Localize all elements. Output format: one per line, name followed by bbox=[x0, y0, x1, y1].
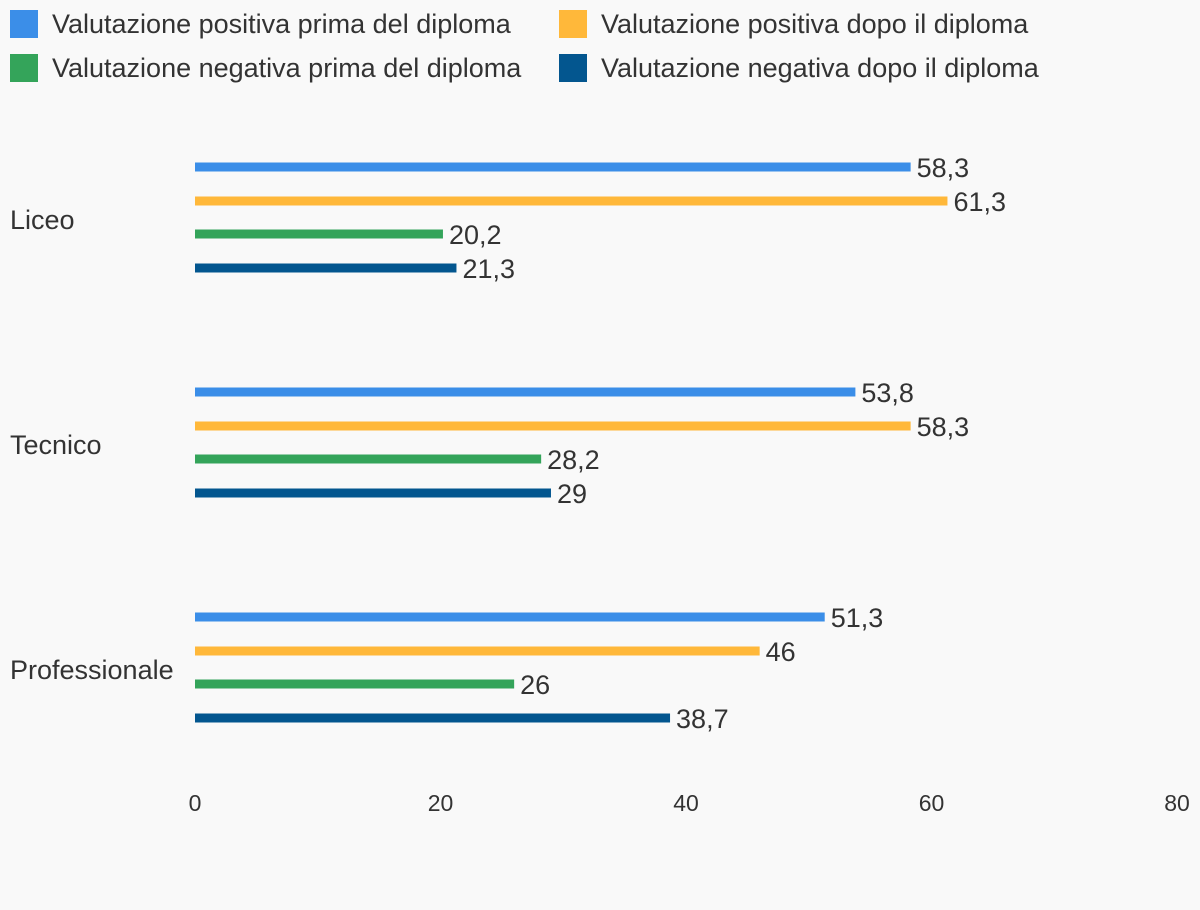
data-label: 29 bbox=[557, 479, 587, 509]
bar bbox=[195, 488, 551, 498]
legend-label: Valutazione positiva dopo il diploma bbox=[601, 8, 1029, 39]
x-tick-label: 0 bbox=[189, 790, 202, 816]
bar bbox=[195, 263, 457, 273]
chart-legend: Valutazione positiva prima del diploma Va… bbox=[0, 0, 1200, 100]
data-label: 61,3 bbox=[953, 187, 1006, 217]
category-label: Tecnico bbox=[10, 430, 102, 460]
bar bbox=[195, 196, 948, 206]
category-label: Professionale bbox=[10, 655, 174, 685]
data-label: 58,3 bbox=[917, 153, 970, 183]
legend-item: Valutazione negativa dopo il diploma bbox=[559, 53, 1039, 83]
legend-label: Valutazione negativa dopo il diploma bbox=[601, 52, 1039, 83]
data-label: 38,7 bbox=[676, 704, 729, 734]
data-label: 20,2 bbox=[449, 220, 502, 250]
data-label: 26 bbox=[520, 670, 550, 700]
legend-label: Valutazione positiva prima del diploma bbox=[52, 8, 511, 39]
x-tick-label: 20 bbox=[428, 790, 454, 816]
bar bbox=[195, 162, 911, 172]
bar bbox=[195, 387, 856, 397]
x-tick-label: 80 bbox=[1164, 790, 1190, 816]
data-label: 51,3 bbox=[831, 603, 884, 633]
legend-swatch bbox=[559, 10, 587, 38]
legend-label: Valutazione negativa prima del diploma bbox=[52, 52, 522, 83]
legend-swatch bbox=[10, 54, 38, 82]
x-tick-label: 40 bbox=[673, 790, 699, 816]
data-label: 21,3 bbox=[462, 254, 515, 284]
data-label: 58,3 bbox=[917, 412, 970, 442]
data-label: 46 bbox=[766, 637, 796, 667]
x-tick-label: 60 bbox=[919, 790, 945, 816]
legend-swatch bbox=[559, 54, 587, 82]
bar bbox=[195, 646, 760, 656]
legend-swatch bbox=[10, 10, 38, 38]
legend-item: Valutazione negativa prima del diploma bbox=[10, 53, 521, 83]
bar bbox=[195, 612, 825, 622]
category-label: Liceo bbox=[10, 205, 75, 235]
bar bbox=[195, 454, 542, 464]
bar bbox=[195, 229, 443, 239]
data-label: 53,8 bbox=[861, 378, 914, 408]
bar bbox=[195, 713, 671, 723]
data-label: 28,2 bbox=[547, 445, 600, 475]
legend-item: Valutazione positiva dopo il diploma bbox=[559, 9, 1028, 39]
bar bbox=[195, 679, 515, 689]
legend-item: Valutazione positiva prima del diploma bbox=[10, 9, 511, 39]
bar bbox=[195, 421, 911, 431]
